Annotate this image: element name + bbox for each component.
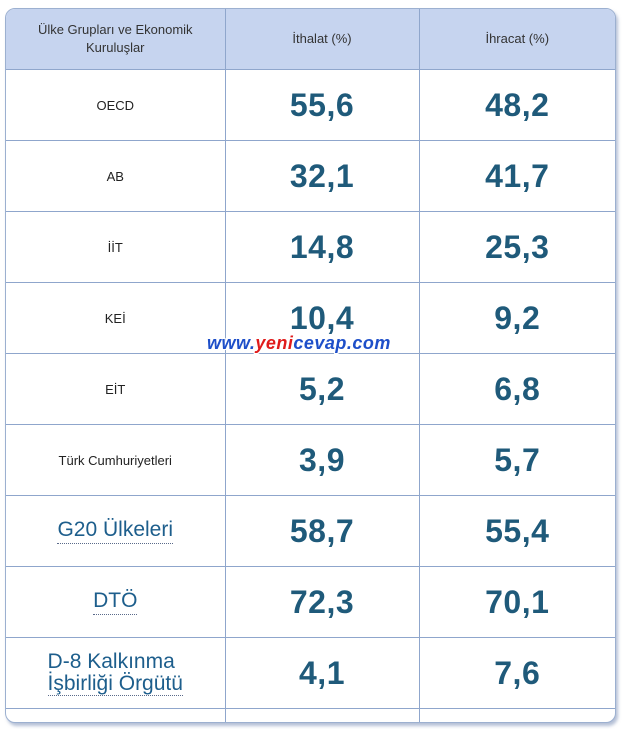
export-value: 5,7 [419, 424, 615, 496]
watermark-part2: yeni [255, 333, 294, 353]
handwritten-label-line1: D-8 Kalkınma [47, 649, 175, 673]
row-label: AB [6, 140, 226, 212]
table-row: İİT 14,8 25,3 [6, 211, 615, 283]
empty-cell [419, 708, 615, 722]
table-row: Türk Cumhuriyetleri 3,9 5,7 [6, 424, 615, 496]
import-value: 55,6 [225, 69, 420, 141]
header-imports: İthalat (%) [225, 9, 420, 70]
header-exports: İhracat (%) [419, 9, 615, 70]
export-value: 9,2 [419, 282, 615, 354]
handwritten-label: G20 Ülkeleri [57, 518, 174, 544]
row-label-handwritten: D-8 Kalkınma İşbirliği Örgütü [6, 637, 226, 709]
table-row-empty [6, 708, 615, 722]
row-label: Türk Cumhuriyetleri [6, 424, 226, 496]
handwritten-label-line2: İşbirliği Örgütü [47, 671, 183, 696]
table-row: EİT 5,2 6,8 [6, 353, 615, 425]
header-country-groups: Ülke Grupları ve Ekonomik Kuruluşlar [6, 9, 226, 70]
export-value: 41,7 [419, 140, 615, 212]
handwritten-label: DTÖ [93, 589, 138, 615]
row-label: EİT [6, 353, 226, 425]
handwritten-label: D-8 Kalkınma İşbirliği Örgütü [47, 649, 183, 696]
data-table-card: Ülke Grupları ve Ekonomik Kuruluşlar İth… [5, 8, 616, 723]
import-value: 5,2 [225, 353, 420, 425]
import-value: 32,1 [225, 140, 420, 212]
header-row: Ülke Grupları ve Ekonomik Kuruluşlar İth… [6, 9, 615, 70]
table-row: G20 Ülkeleri 58,7 55,4 [6, 495, 615, 567]
header-country-groups-line1: Ülke Grupları ve Ekonomik [37, 22, 193, 37]
row-label: OECD [6, 69, 226, 141]
export-value: 48,2 [419, 69, 615, 141]
export-value: 70,1 [419, 566, 615, 638]
row-label-handwritten: DTÖ [6, 566, 226, 638]
export-value: 7,6 [419, 637, 615, 709]
table-row: AB 32,1 41,7 [6, 140, 615, 212]
import-value: 10,4 [225, 282, 420, 354]
row-label: KEİ [6, 282, 226, 354]
watermark-part3: cevap [293, 333, 347, 353]
empty-cell [6, 708, 226, 722]
row-label: İİT [6, 211, 226, 283]
import-value: 3,9 [225, 424, 420, 496]
watermark: www.yenicevap.com [207, 333, 391, 354]
export-value: 55,4 [419, 495, 615, 567]
import-value: 72,3 [225, 566, 420, 638]
export-value: 6,8 [419, 353, 615, 425]
table-row: D-8 Kalkınma İşbirliği Örgütü 4,1 7,6 [6, 637, 615, 709]
watermark-part1: www. [207, 333, 256, 353]
table-row: OECD 55,6 48,2 [6, 69, 615, 141]
import-value: 58,7 [225, 495, 420, 567]
header-country-groups-line2: Kuruluşlar [85, 40, 145, 55]
import-value: 4,1 [225, 637, 420, 709]
watermark-part4: .com [346, 333, 391, 353]
table-row: KEİ 10,4 9,2 [6, 282, 615, 354]
row-label-handwritten: G20 Ülkeleri [6, 495, 226, 567]
trade-share-table: Ülke Grupları ve Ekonomik Kuruluşlar İth… [6, 9, 615, 722]
empty-cell [225, 708, 420, 722]
export-value: 25,3 [419, 211, 615, 283]
table-row: DTÖ 72,3 70,1 [6, 566, 615, 638]
import-value: 14,8 [225, 211, 420, 283]
